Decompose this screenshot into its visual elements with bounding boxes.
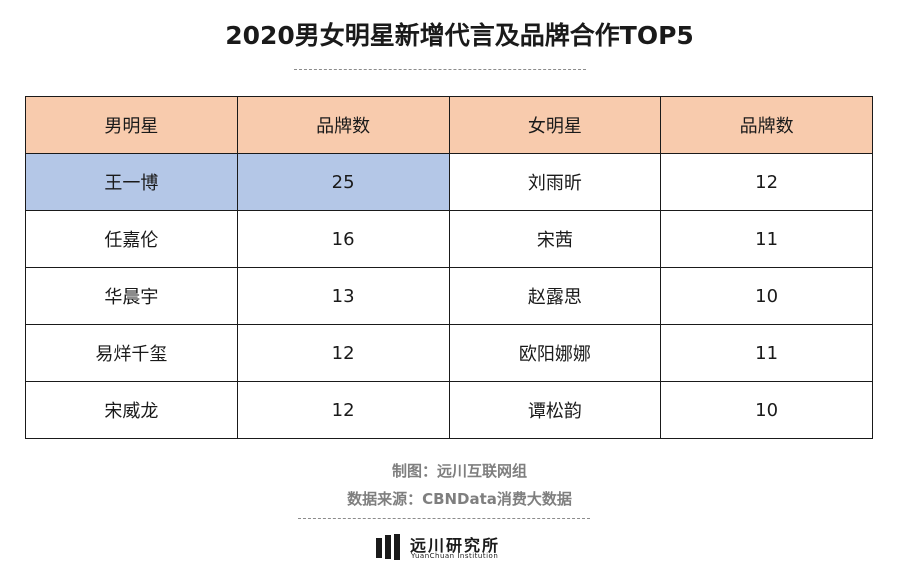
chart-title: 2020男女明星新增代言及品牌合作TOP5 <box>225 21 694 50</box>
logo-subtitle: YuanChuan Institution <box>411 552 499 560</box>
table-row: 任嘉伦 16 宋茜 11 <box>25 210 873 268</box>
male-brand-count-cell: 25 <box>236 153 450 211</box>
male-brand-count-cell: 12 <box>236 324 450 382</box>
female-brand-count-cell: 11 <box>660 210 873 268</box>
institution-logo: 远川研究所 YuanChuan Institution <box>375 532 545 562</box>
footer-divider <box>298 518 590 519</box>
female-brand-count-cell: 10 <box>660 381 873 439</box>
male-star-cell: 宋威龙 <box>25 381 238 439</box>
female-star-cell: 欧阳娜娜 <box>448 324 662 382</box>
male-star-cell: 易烊千玺 <box>25 324 238 382</box>
female-brand-count-cell: 12 <box>660 153 873 211</box>
data-source-note: 数据来源：CBNData消费大数据 <box>347 490 572 508</box>
male-brand-count-cell: 16 <box>236 210 450 268</box>
male-star-cell: 任嘉伦 <box>25 210 238 268</box>
header-male-star: 男明星 <box>25 96 238 154</box>
title-divider <box>294 69 586 70</box>
male-star-cell: 王一博 <box>25 153 238 211</box>
female-star-cell: 赵露思 <box>448 267 662 325</box>
logo-name: 远川研究所 <box>410 536 501 555</box>
header-female-brand-count: 品牌数 <box>660 96 873 154</box>
male-brand-count-cell: 13 <box>236 267 450 325</box>
table-row: 宋威龙 12 谭松韵 10 <box>25 381 873 439</box>
made-by-note: 制图：远川互联网组 <box>391 462 527 480</box>
male-star-cell: 华晨宇 <box>25 267 238 325</box>
table-row: 易烊千玺 12 欧阳娜娜 11 <box>25 324 873 382</box>
header-male-brand-count: 品牌数 <box>236 96 450 154</box>
female-star-cell: 刘雨昕 <box>448 153 662 211</box>
male-brand-count-cell: 12 <box>236 381 450 439</box>
ranking-table: 男明星 品牌数 女明星 品牌数 王一博 25 刘雨昕 12 任嘉伦 16 宋茜 … <box>25 96 873 439</box>
female-star-cell: 宋茜 <box>448 210 662 268</box>
female-brand-count-cell: 10 <box>660 267 873 325</box>
table-row: 王一博 25 刘雨昕 12 <box>25 153 873 211</box>
header-female-star: 女明星 <box>448 96 662 154</box>
female-brand-count-cell: 11 <box>660 324 873 382</box>
table-row: 华晨宇 13 赵露思 10 <box>25 267 873 325</box>
logo-mark-icon <box>376 534 400 560</box>
female-star-cell: 谭松韵 <box>448 381 662 439</box>
table-header-row: 男明星 品牌数 女明星 品牌数 <box>25 96 873 154</box>
